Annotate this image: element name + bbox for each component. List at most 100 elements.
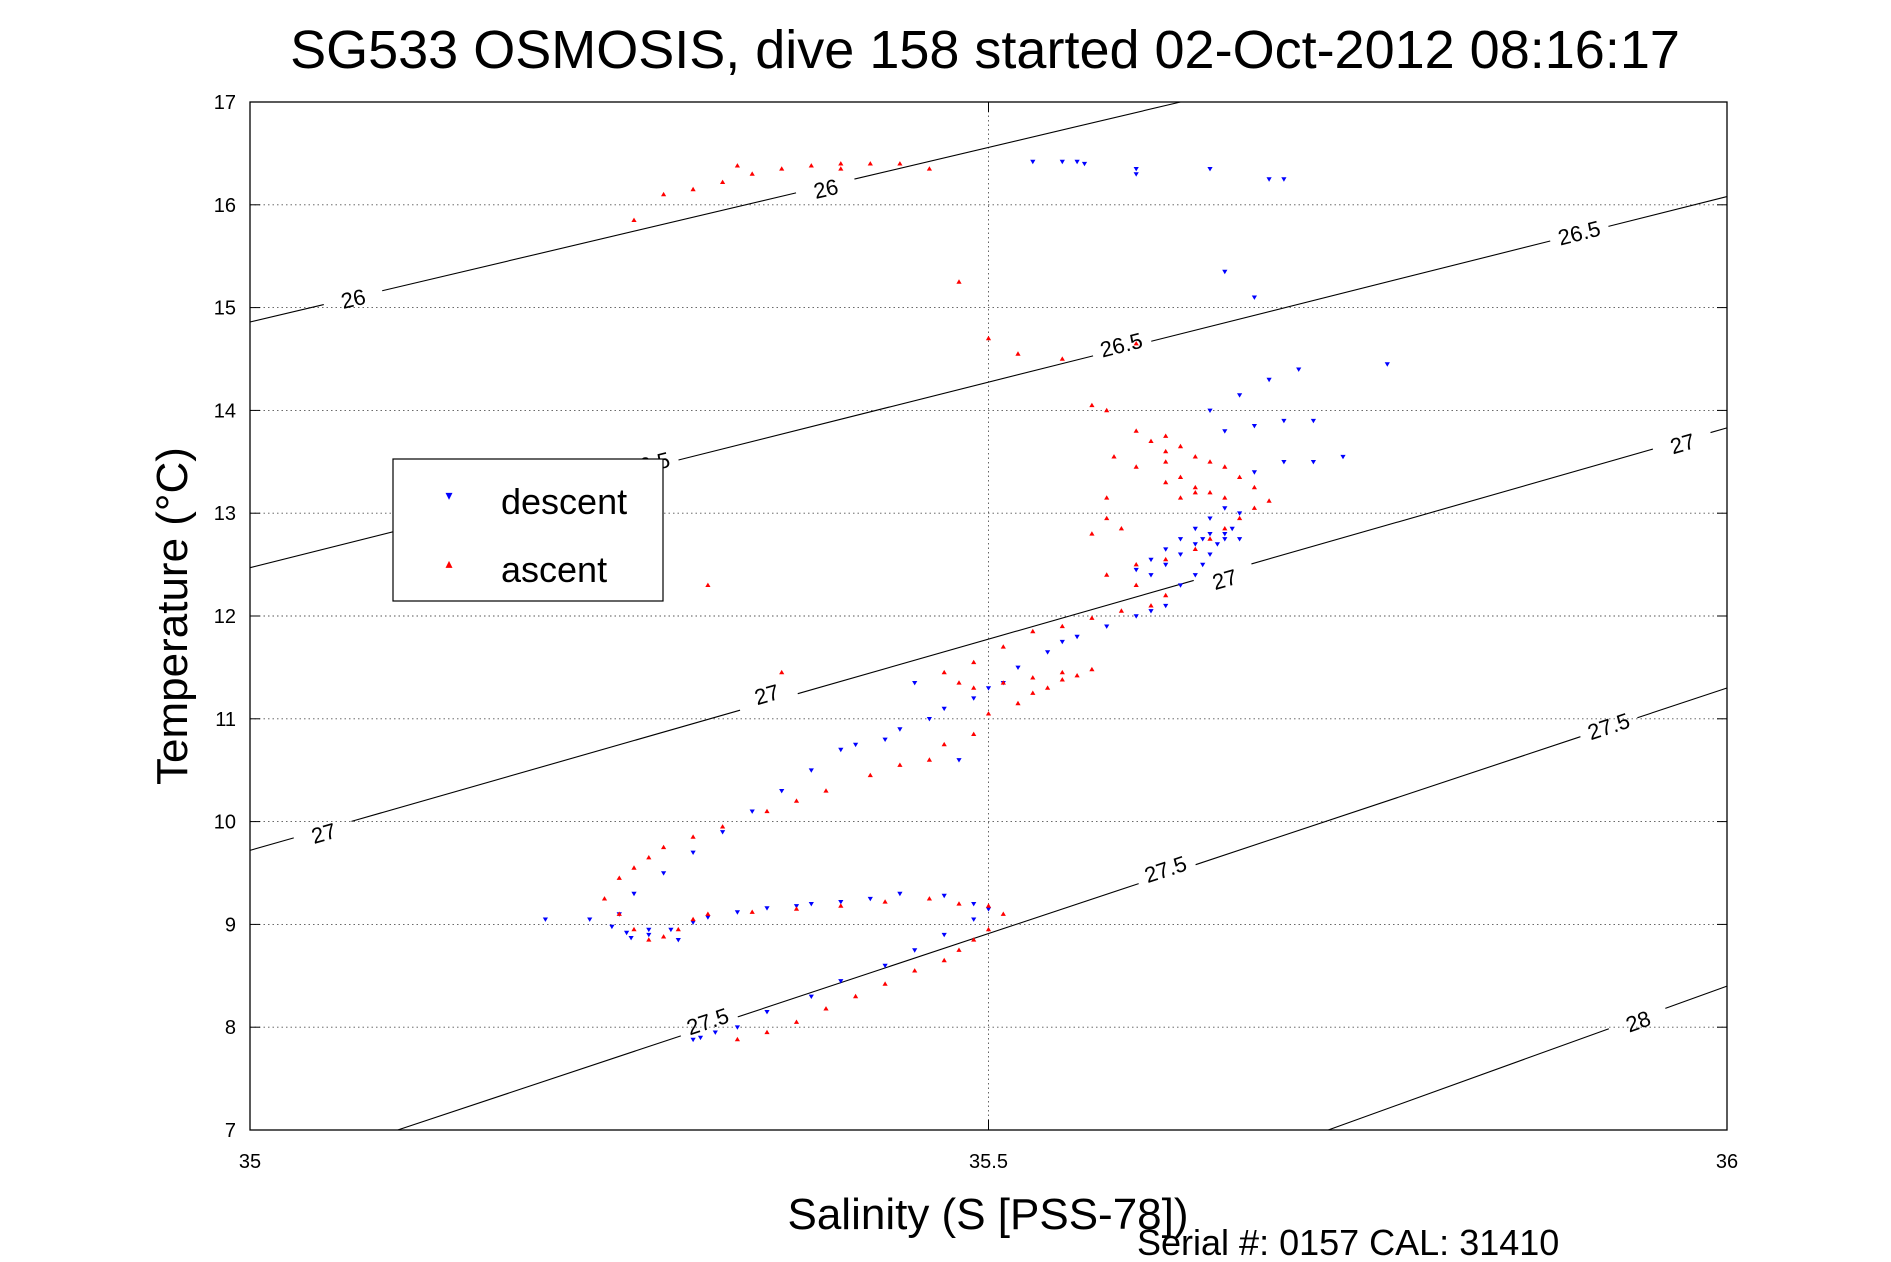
ascent-point [1059,356,1065,361]
ascent-point [926,896,932,901]
descent-point [697,1035,704,1041]
ascent-point [793,906,800,911]
ascent-point [985,903,992,908]
descent-point [971,917,977,922]
contour-line-27.5 [1637,687,1728,719]
ascent-point [1237,474,1243,479]
ascent-point [1251,505,1257,510]
descent-point [897,727,903,732]
y-tick-label: 7 [225,1120,236,1142]
ascent-point [1163,556,1169,562]
ascent-point [823,1006,829,1011]
ascent-point [1163,448,1169,454]
descent-point [853,742,859,748]
ascent-point [1045,685,1051,690]
ascent-point [971,659,977,665]
contour-line-26 [854,101,1181,180]
ascent-point [971,937,977,942]
descent-point [720,830,726,835]
descent-point [1059,639,1065,645]
descent-point [971,902,977,907]
descent-point [808,768,814,773]
ascent-point [985,926,992,932]
descent-point [1177,552,1184,557]
ascent-point [897,762,903,767]
ascent-point [867,772,873,778]
ascent-point [985,335,992,341]
descent-point [867,896,873,902]
ascent-point [1266,498,1272,503]
ascent-point [956,279,962,284]
descent-point [1045,650,1051,655]
ascent-point [838,161,844,166]
ascent-point [912,968,918,973]
ascent-point [1222,495,1228,500]
ascent-point [956,947,962,952]
ascent-point [1059,677,1065,682]
ascent-point [793,798,800,803]
contour-line-27.5 [737,883,1139,1018]
ascent-point [1192,484,1198,490]
contour-line-26 [382,192,797,292]
ascent-point [808,163,814,168]
ascent-point [616,875,622,880]
descent-point [764,1010,770,1015]
descent-point [1340,454,1346,460]
ascent-point [1177,443,1184,449]
y-tick-label: 10 [214,812,236,834]
ascent-point [1192,490,1198,495]
ascent-point [661,934,667,939]
descent-point [1200,562,1206,568]
descent-point [690,920,696,925]
ascent-point [1030,690,1036,695]
contour-line-27 [797,579,1194,695]
ascent-point [690,834,696,839]
ascent-point [779,166,785,171]
descent-point [1074,634,1080,640]
descent-point [631,891,637,897]
ascent-point [971,731,977,736]
contour-line-26.5 [1151,240,1551,342]
descent-point [705,915,711,920]
descent-point [1133,172,1139,177]
ascent-point [749,171,755,176]
x-tick-label: 36 [1716,1151,1738,1173]
y-tick-label: 17 [214,92,236,114]
contour-line-28 [1328,1028,1610,1131]
ascent-point [926,166,932,171]
ascent-point [1104,572,1110,577]
ascent-point [1059,669,1065,675]
ascent-point [823,788,829,793]
descent-point [1207,552,1213,557]
ascent-point [793,1019,800,1024]
descent-point [675,938,681,943]
descent-point [1192,573,1198,578]
descent-point [587,917,593,922]
descent-point [1104,624,1110,629]
descent-point [1296,367,1302,372]
ascent-point [1192,546,1198,551]
descent-point [1222,532,1228,537]
ascent-point [764,1029,770,1035]
descent-point [764,906,770,911]
legend-box [392,458,664,602]
ascent-point [853,993,859,999]
ascent-point [764,808,770,814]
descent-point [838,900,844,905]
descent-point [941,893,947,899]
ascent-point [838,903,844,908]
ascent-point [1104,515,1110,521]
descent-point [1281,418,1287,424]
ascent-point [1237,515,1243,521]
descent-point [690,850,696,855]
descent-point [661,871,667,876]
ascent-point [1015,351,1021,356]
descent-point [1237,537,1243,542]
ascent-point [1089,666,1095,672]
ascent-point [1207,536,1213,541]
ascent-point [971,685,977,690]
legend-ascent-marker: ▴ [445,556,452,572]
ascent-point [1030,675,1036,680]
descent-point [1207,532,1213,537]
contour-line-27 [1710,427,1728,434]
